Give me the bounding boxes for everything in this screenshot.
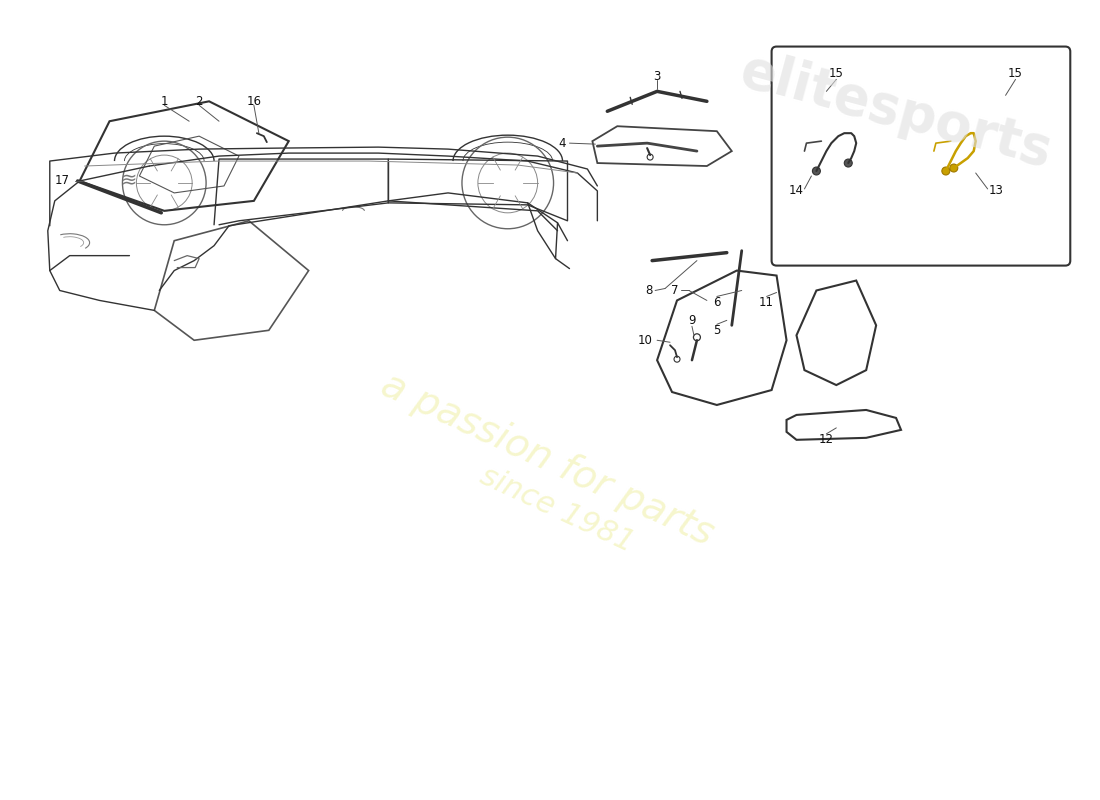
Text: 16: 16 bbox=[246, 95, 262, 108]
Text: 7: 7 bbox=[671, 284, 679, 297]
Circle shape bbox=[845, 159, 853, 167]
Text: 6: 6 bbox=[713, 296, 721, 309]
Text: since 1981: since 1981 bbox=[476, 461, 639, 558]
Text: ≋: ≋ bbox=[121, 171, 138, 190]
Text: 2: 2 bbox=[196, 95, 202, 108]
Text: 1: 1 bbox=[161, 95, 168, 108]
Text: 14: 14 bbox=[789, 185, 804, 198]
Text: 5: 5 bbox=[713, 324, 721, 337]
Circle shape bbox=[813, 167, 821, 175]
Text: 15: 15 bbox=[829, 67, 844, 80]
Text: 10: 10 bbox=[638, 334, 652, 346]
Text: 15: 15 bbox=[1008, 67, 1023, 80]
Text: 8: 8 bbox=[646, 284, 652, 297]
Text: 17: 17 bbox=[54, 174, 69, 187]
Text: a passion for parts: a passion for parts bbox=[375, 366, 719, 554]
Text: 11: 11 bbox=[759, 296, 774, 309]
Text: 3: 3 bbox=[653, 70, 661, 83]
Text: 4: 4 bbox=[559, 137, 566, 150]
Text: 13: 13 bbox=[988, 185, 1003, 198]
Circle shape bbox=[942, 167, 949, 175]
Text: elitesports: elitesports bbox=[735, 45, 1057, 178]
Circle shape bbox=[949, 164, 958, 172]
Text: 9: 9 bbox=[689, 314, 695, 327]
Text: 12: 12 bbox=[818, 434, 834, 446]
